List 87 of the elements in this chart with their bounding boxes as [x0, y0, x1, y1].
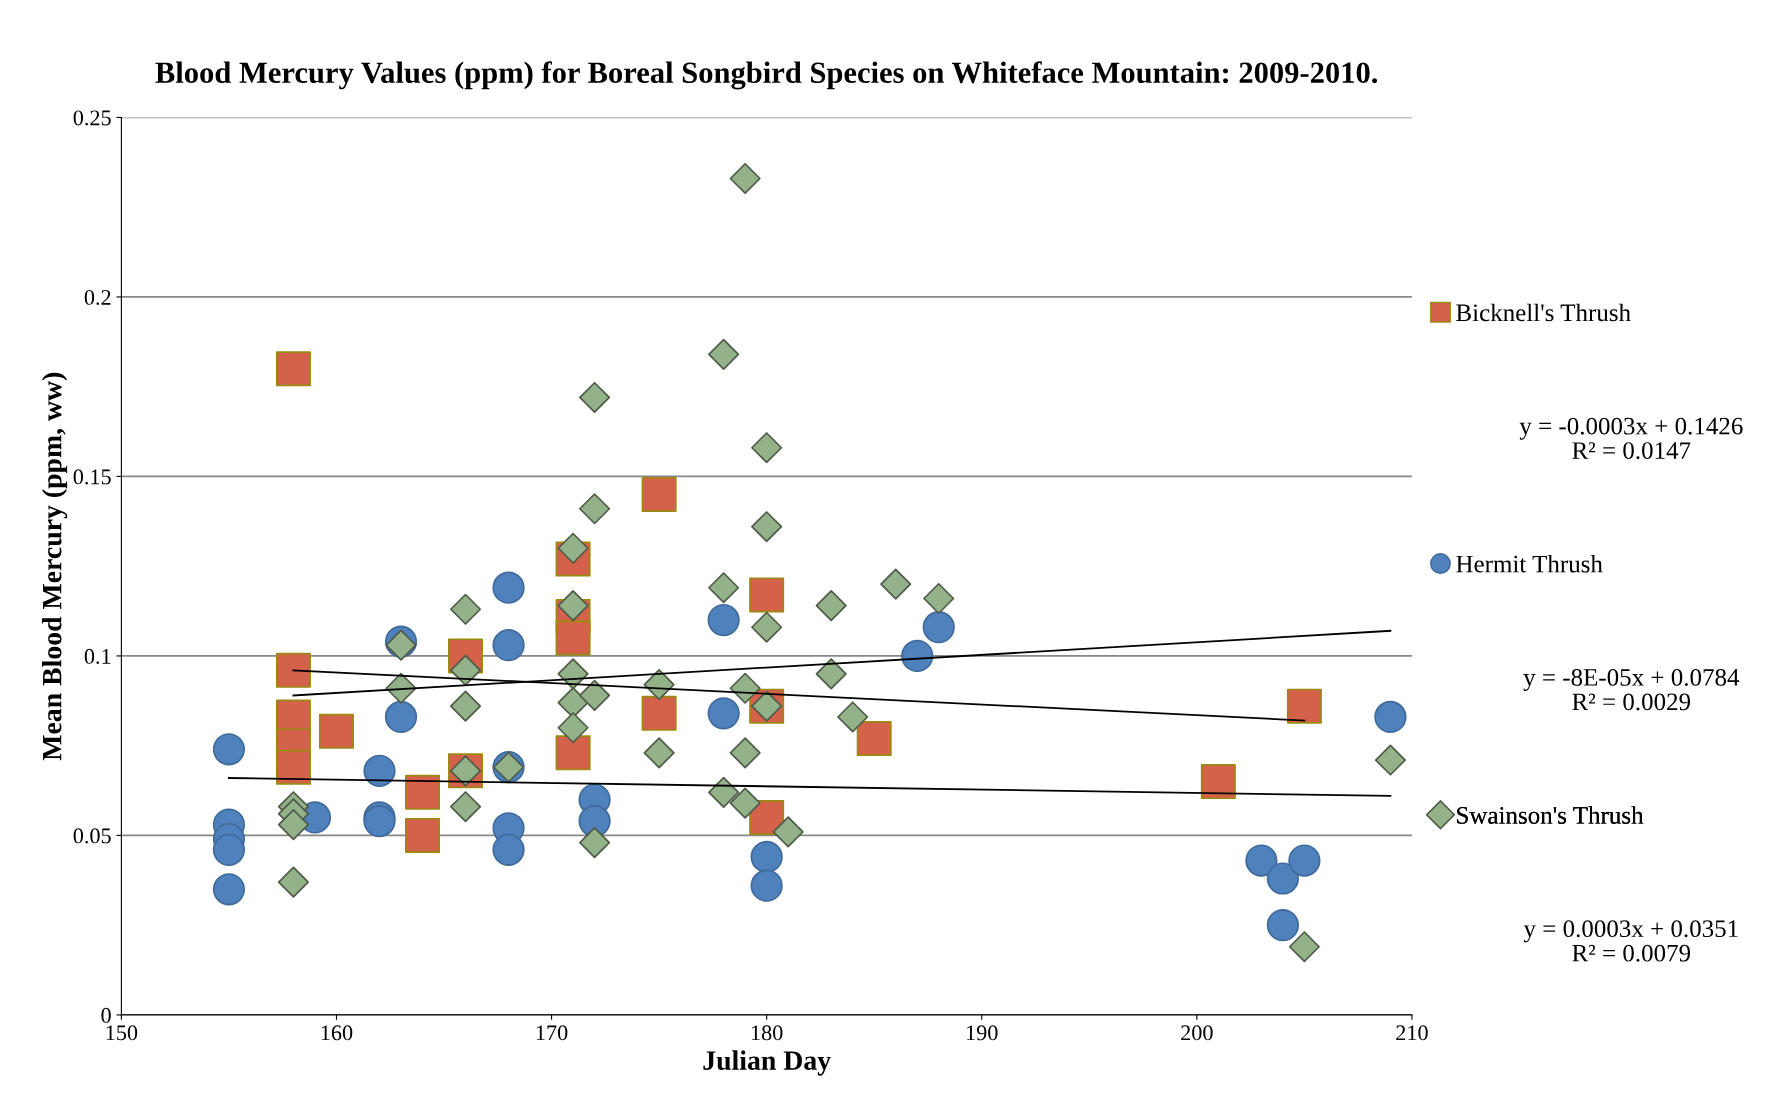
y-tick-label: 0.1 — [84, 648, 111, 664]
point — [363, 754, 396, 787]
point — [729, 672, 761, 704]
point — [449, 654, 482, 686]
point — [772, 816, 804, 848]
point — [277, 809, 310, 841]
point — [212, 733, 246, 766]
point — [275, 351, 311, 387]
legend-label: Bicknell's Thrush — [1456, 303, 1631, 322]
legend-label: Swainson's Thrush — [1457, 806, 1644, 824]
point — [837, 701, 869, 733]
point — [557, 712, 589, 744]
point — [212, 873, 246, 906]
point — [708, 572, 740, 604]
point — [579, 679, 611, 711]
x-tick-label: 180 — [751, 1025, 783, 1041]
point — [557, 532, 589, 564]
chart-title: Blood Mercury Values (ppm) for Boreal Songbird Species on Whiteface Mountain: 2009-2010. — [155, 61, 1378, 90]
y-tick-label: 0 — [101, 1007, 111, 1023]
point — [750, 869, 783, 902]
point — [856, 721, 892, 757]
point — [492, 629, 525, 662]
point — [1245, 844, 1278, 877]
point — [275, 749, 311, 785]
point — [405, 774, 441, 810]
point — [707, 697, 740, 730]
point — [492, 571, 525, 604]
point — [815, 658, 847, 690]
point — [492, 833, 525, 866]
point — [708, 338, 740, 370]
point — [751, 511, 783, 543]
point — [1288, 844, 1321, 877]
y-tick-label: 0.25 — [73, 110, 111, 126]
point — [707, 603, 740, 637]
x-tick-label: 150 — [106, 1025, 138, 1041]
point — [729, 737, 761, 769]
point — [641, 695, 677, 731]
point — [750, 840, 783, 874]
point — [318, 713, 354, 749]
point — [1200, 764, 1236, 800]
y-axis-title: Mean Blood Mercury (ppm, ww) — [41, 372, 68, 761]
x-tick-label: 190 — [967, 1025, 998, 1041]
point — [555, 620, 591, 656]
x-tick-label: 210 — [1396, 1025, 1428, 1041]
point — [1286, 688, 1322, 724]
point — [555, 735, 591, 771]
point — [449, 791, 482, 823]
point — [922, 611, 955, 644]
point — [729, 162, 761, 195]
point — [749, 577, 785, 613]
point — [729, 787, 761, 819]
y-tick-label: 0.2 — [84, 289, 111, 305]
x-tick-label: 200 — [1181, 1025, 1213, 1041]
legend-label: Hermit Thrush — [1456, 554, 1603, 573]
point — [1374, 700, 1407, 734]
text: y = -0.0003x + 0.1426 R² = 0.0147 — [1519, 417, 1743, 460]
point — [579, 827, 611, 859]
point — [579, 381, 611, 414]
x-tick-label: 170 — [536, 1025, 568, 1041]
point — [923, 582, 955, 615]
point — [880, 568, 912, 600]
point — [275, 652, 311, 688]
point — [815, 590, 847, 622]
point — [449, 690, 482, 722]
text: y = 0.0003x + 0.0351 R² = 0.0079 — [1523, 920, 1738, 962]
point — [708, 776, 740, 808]
point — [557, 590, 589, 622]
y-tick-label: 0.05 — [73, 828, 111, 844]
text: y = -8E-05x + 0.0784 R² = 0.0029 — [1523, 668, 1740, 711]
point — [212, 833, 246, 866]
point — [405, 817, 441, 853]
point — [579, 493, 611, 525]
point — [1266, 909, 1299, 942]
point — [751, 432, 783, 464]
point — [1266, 862, 1299, 895]
point — [643, 737, 675, 769]
y-tick-label: 0.15 — [73, 469, 111, 485]
x-axis-title: Julian Day — [703, 1050, 831, 1076]
point — [901, 639, 934, 673]
point — [1374, 744, 1406, 776]
point — [384, 700, 418, 734]
point — [449, 593, 482, 625]
point — [751, 611, 783, 643]
point — [1288, 931, 1320, 963]
x-tick-label: 160 — [321, 1025, 353, 1041]
point — [641, 476, 677, 512]
point — [277, 866, 310, 898]
